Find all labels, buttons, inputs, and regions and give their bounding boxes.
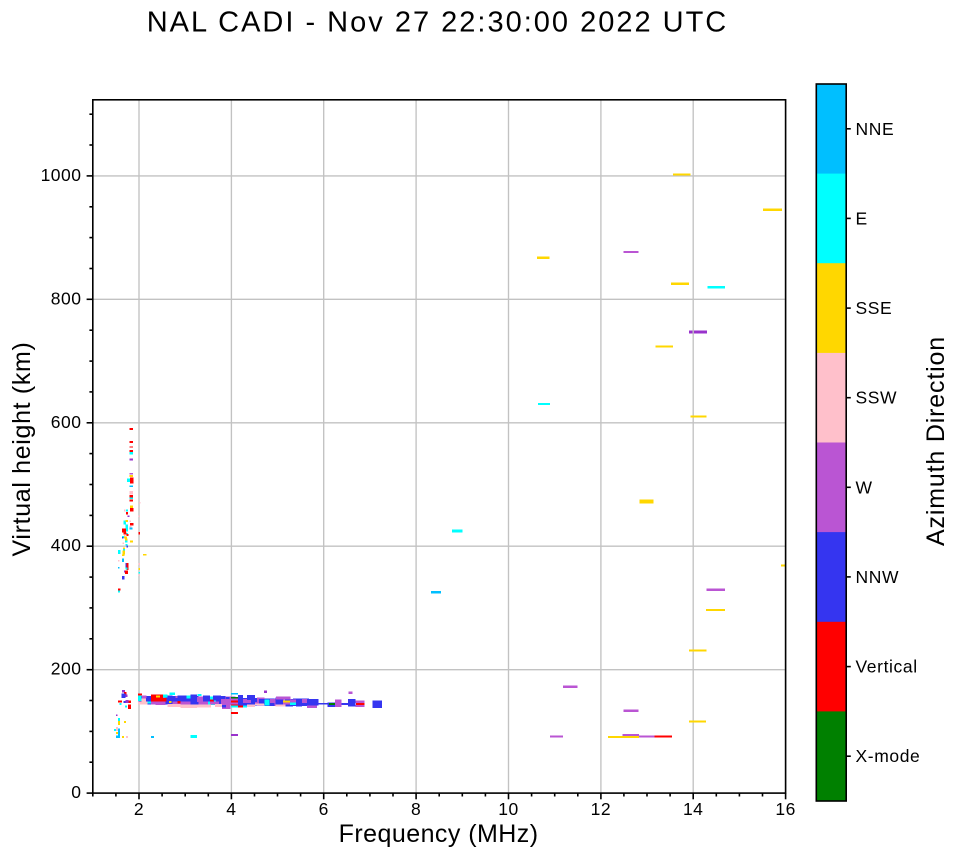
svg-text:2: 2 [134,799,144,819]
svg-text:10: 10 [498,799,518,819]
svg-text:12: 12 [591,799,611,819]
svg-text:Virtual height (km): Virtual height (km) [8,342,36,557]
svg-text:0: 0 [71,782,81,802]
svg-text:200: 200 [51,659,82,679]
svg-text:X-mode: X-mode [856,746,921,766]
svg-text:Vertical: Vertical [856,657,918,677]
svg-text:Frequency (MHz): Frequency (MHz) [339,820,539,848]
svg-text:NNE: NNE [856,119,895,139]
svg-text:14: 14 [683,799,703,819]
svg-text:W: W [856,477,873,497]
svg-text:8: 8 [411,799,421,819]
svg-text:SSW: SSW [856,388,898,408]
svg-text:400: 400 [51,535,82,555]
svg-text:E: E [856,208,868,228]
svg-text:NNW: NNW [856,567,900,587]
svg-text:SSE: SSE [856,298,893,318]
svg-text:16: 16 [775,799,795,819]
svg-text:Azimuth Direction: Azimuth Direction [922,336,950,546]
svg-text:600: 600 [51,412,82,432]
svg-text:NAL CADI - Nov 27 22:30:00 202: NAL CADI - Nov 27 22:30:00 2022 UTC [147,7,729,39]
svg-text:4: 4 [226,799,236,819]
svg-text:6: 6 [319,799,329,819]
svg-text:800: 800 [51,288,82,308]
svg-text:1000: 1000 [41,165,82,185]
